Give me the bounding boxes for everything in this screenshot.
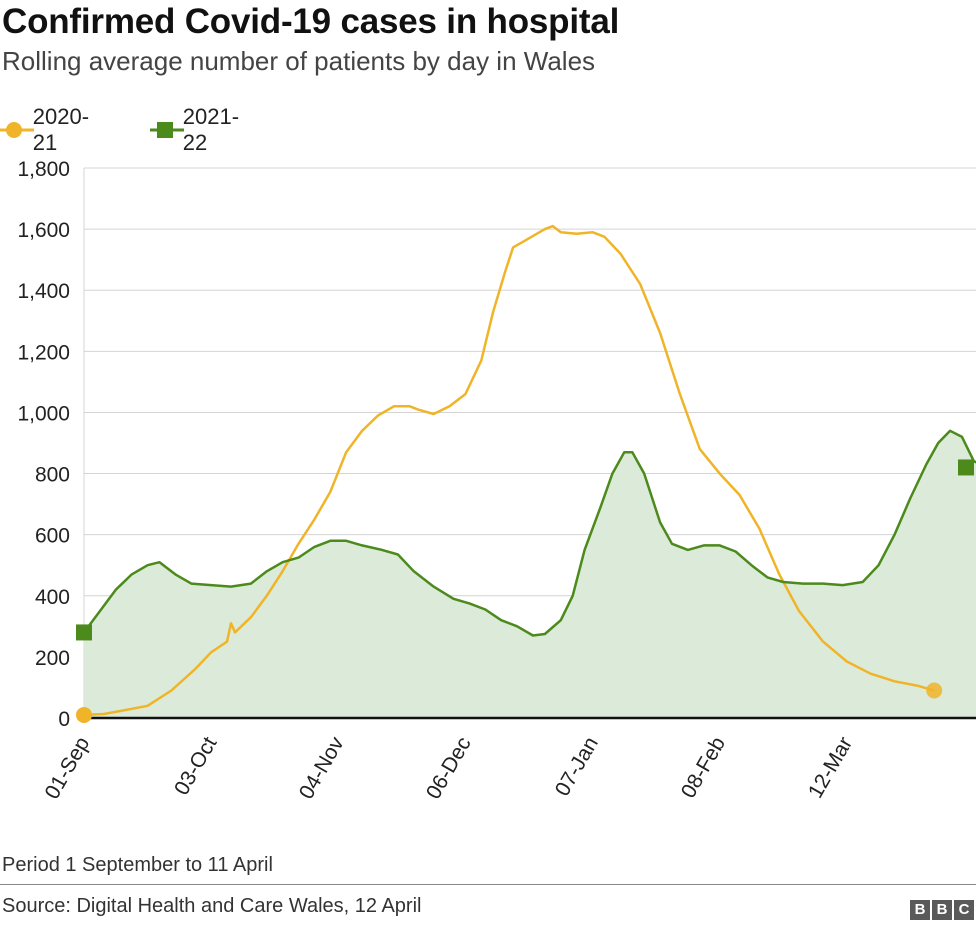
chart-subtitle: Rolling average number of patients by da… — [2, 46, 596, 76]
x-tick-label: 06-Dec — [422, 733, 476, 803]
y-tick-label: 1,000 — [17, 402, 70, 425]
series-2020-21-line — [83, 224, 935, 717]
source-note: Source: Digital Health and Care Wales, 1… — [2, 895, 422, 917]
series-2021-22-end-marker — [958, 459, 974, 476]
y-tick-label: 400 — [35, 586, 70, 609]
legend-label-2021-22: 2021-22 — [182, 104, 240, 155]
y-tick-label: 0 — [58, 708, 70, 731]
x-tick-label: 03-Oct — [170, 733, 222, 799]
y-tick-label: 600 — [35, 525, 70, 548]
x-tick-label: 12-Mar — [804, 733, 857, 802]
logo-letter: C — [954, 900, 974, 920]
y-tick-label: 1,800 — [17, 158, 70, 181]
legend-item-2021-22: 2021-22 — [150, 104, 246, 156]
divider — [0, 884, 976, 885]
x-tick-label: 07-Jan — [551, 733, 603, 800]
y-tick-label: 800 — [35, 464, 70, 487]
y-tick-label: 1,600 — [17, 219, 70, 242]
series-2021-22-start-marker — [76, 624, 92, 641]
legend-square-marker-icon — [150, 116, 184, 144]
series-2020-21-start-marker — [76, 706, 92, 723]
legend-item-2020-21: 2020-21 — [0, 104, 96, 156]
x-tick-label: 01-Sep — [41, 733, 95, 803]
y-tick-label: 200 — [35, 647, 70, 670]
series-2021-22-area — [84, 430, 976, 718]
legend-label-2020-21: 2020-21 — [32, 104, 90, 155]
legend-circle-marker-icon — [0, 116, 34, 144]
y-tick-label: 1,400 — [17, 280, 70, 303]
x-tick-label: 04-Nov — [295, 733, 349, 804]
logo-letter: B — [910, 900, 930, 920]
footnote: Period 1 September to 11 April — [2, 854, 273, 876]
logo-letter: B — [932, 900, 952, 920]
x-tick-label: 08-Feb — [677, 733, 730, 802]
chart-title: Confirmed Covid-19 cases in hospital — [2, 2, 620, 41]
bbc-logo: B B C — [910, 900, 974, 920]
line-chart: 0 200 400 600 800 1,000 1,200 1,400 1,600 1,800 01… — [17, 158, 976, 804]
series-2020-21-end-marker — [926, 682, 943, 699]
y-tick-label: 1,200 — [17, 341, 70, 364]
series-2021-22-line — [82, 429, 976, 637]
